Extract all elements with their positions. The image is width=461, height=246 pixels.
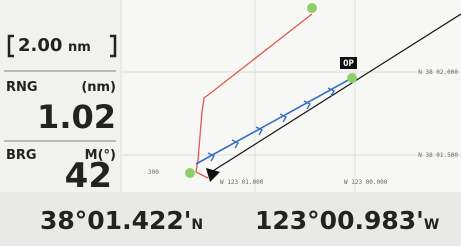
lat-label: N 38 02.000 — [418, 69, 458, 76]
data-panel: 2.00 nm RNG (nm) 1.02 BRG M(°) 42 — [0, 0, 120, 192]
bracket-left — [9, 36, 14, 56]
lon-hemisphere: W — [424, 217, 439, 233]
range-unit: (nm) — [81, 80, 116, 95]
longitude: 123°00.983'W — [255, 206, 439, 235]
lat-hemisphere: N — [191, 217, 203, 233]
latitude: 38°01.422'N — [40, 206, 203, 235]
divider — [4, 140, 116, 142]
lon-label: W 123 01.000 — [220, 179, 264, 186]
edge-label: 300 — [148, 169, 159, 176]
lon-value: 123°00.983' — [255, 206, 424, 235]
map: N 38 02.000 N 38 01.500 W 123 01.000 W 1… — [122, 0, 461, 192]
scale: 2.00 nm — [18, 35, 91, 56]
bracket-right — [110, 36, 115, 56]
bearing-value: 42 — [65, 156, 112, 196]
range-value: 1.02 — [37, 98, 116, 136]
start-point — [185, 168, 195, 178]
lat-value: 38°01.422' — [40, 206, 191, 235]
waypoint-marker — [347, 73, 357, 83]
waypoint-label: OP — [343, 59, 354, 69]
route-point — [307, 3, 317, 13]
map-bg — [122, 0, 461, 192]
lon-label: W 123 00.000 — [344, 179, 388, 186]
range-label: RNG — [6, 80, 38, 95]
screen: 2.00 nm RNG (nm) 1.02 BRG M(°) 42 N 38 0… — [0, 0, 461, 246]
scale-unit: nm — [68, 40, 91, 55]
scale-value: 2.00 — [18, 35, 62, 56]
lat-label: N 38 01.500 — [418, 152, 458, 159]
bearing-label: BRG — [6, 148, 37, 163]
divider — [4, 70, 116, 72]
